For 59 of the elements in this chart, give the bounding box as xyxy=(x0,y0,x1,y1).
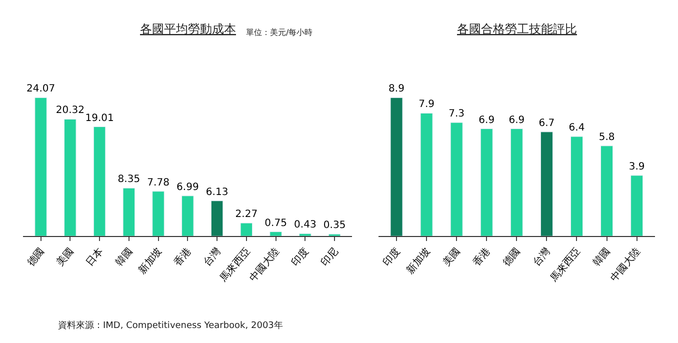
bar xyxy=(34,97,47,236)
x-tick-label: 德國 xyxy=(502,246,523,269)
chart-title: 各國合格勞工技能評比 xyxy=(457,22,577,36)
data-label: 3.9 xyxy=(628,161,645,172)
bar xyxy=(390,97,403,236)
data-label: 7.9 xyxy=(418,99,434,110)
bar xyxy=(152,191,164,236)
x-tick-label: 香港 xyxy=(470,246,493,269)
bar xyxy=(540,132,553,236)
data-label: 0.75 xyxy=(264,218,287,229)
x-tick-label: 德國 xyxy=(26,246,47,269)
x-tick-label: 台灣 xyxy=(530,246,553,269)
chart-title: 各國平均勞動成本 xyxy=(140,22,236,36)
bar xyxy=(64,118,76,236)
chart-subtitle: 單位：美元/每小時 xyxy=(246,28,313,37)
data-label: 20.32 xyxy=(56,105,84,116)
bar xyxy=(299,233,312,236)
x-tick-label: 印度 xyxy=(380,246,403,269)
data-label: 7.3 xyxy=(448,108,465,120)
x-tick-label: 美國 xyxy=(54,246,76,269)
data-label: 8.35 xyxy=(118,174,140,186)
bar xyxy=(570,136,583,236)
data-label: 6.9 xyxy=(508,114,525,126)
x-tick-label: 韓國 xyxy=(112,246,136,269)
bar xyxy=(420,112,433,236)
data-label: 6.99 xyxy=(176,182,199,193)
data-label: 6.9 xyxy=(478,114,495,126)
x-tick-label: 新加坡 xyxy=(136,246,164,276)
x-tick-label: 日本 xyxy=(84,246,106,269)
bar xyxy=(122,188,136,236)
data-label: 0.43 xyxy=(294,220,316,231)
x-tick-label: 韓國 xyxy=(590,246,613,269)
bar xyxy=(480,128,493,236)
bar xyxy=(630,175,644,236)
bar xyxy=(210,200,224,236)
source-note: 資料來源：IMD, Competitiveness Yearbook, 2003年 xyxy=(58,320,283,331)
data-label: 6.7 xyxy=(538,118,555,129)
data-label: 7.78 xyxy=(147,177,170,188)
data-label: 19.01 xyxy=(85,112,114,124)
data-label: 2.27 xyxy=(235,209,258,220)
x-tick-label: 印尼 xyxy=(318,246,341,269)
bar xyxy=(270,232,282,236)
x-tick-label: 香港 xyxy=(172,246,194,269)
data-label: 5.8 xyxy=(598,132,615,143)
bar xyxy=(450,122,463,236)
x-tick-label: 美國 xyxy=(440,246,463,269)
data-label: 6.4 xyxy=(568,122,585,134)
x-tick-label: 台灣 xyxy=(201,246,224,269)
bar xyxy=(600,146,614,236)
data-label: 0.35 xyxy=(323,220,346,232)
x-tick-label: 印度 xyxy=(289,246,312,269)
x-tick-label: 新加坡 xyxy=(404,246,433,276)
data-label: 24.07 xyxy=(26,84,56,95)
bar xyxy=(240,222,253,236)
bar xyxy=(93,126,106,236)
bar xyxy=(182,196,194,236)
data-label: 6.13 xyxy=(206,186,228,198)
bar xyxy=(510,128,523,236)
data-label: 8.9 xyxy=(388,84,404,95)
